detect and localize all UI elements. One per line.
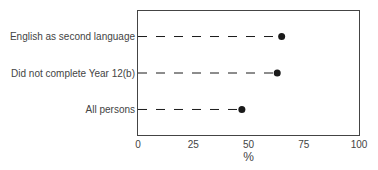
- svg-text:0: 0: [135, 139, 141, 150]
- svg-text:%: %: [243, 150, 254, 164]
- svg-text:100: 100: [351, 139, 368, 150]
- svg-text:25: 25: [188, 139, 200, 150]
- svg-text:75: 75: [298, 139, 310, 150]
- svg-text:50: 50: [243, 139, 255, 150]
- svg-text:All persons: All persons: [86, 104, 135, 115]
- svg-text:Did not complete Year 12(b): Did not complete Year 12(b): [11, 68, 135, 79]
- svg-text:English as second language: English as second language: [10, 31, 136, 42]
